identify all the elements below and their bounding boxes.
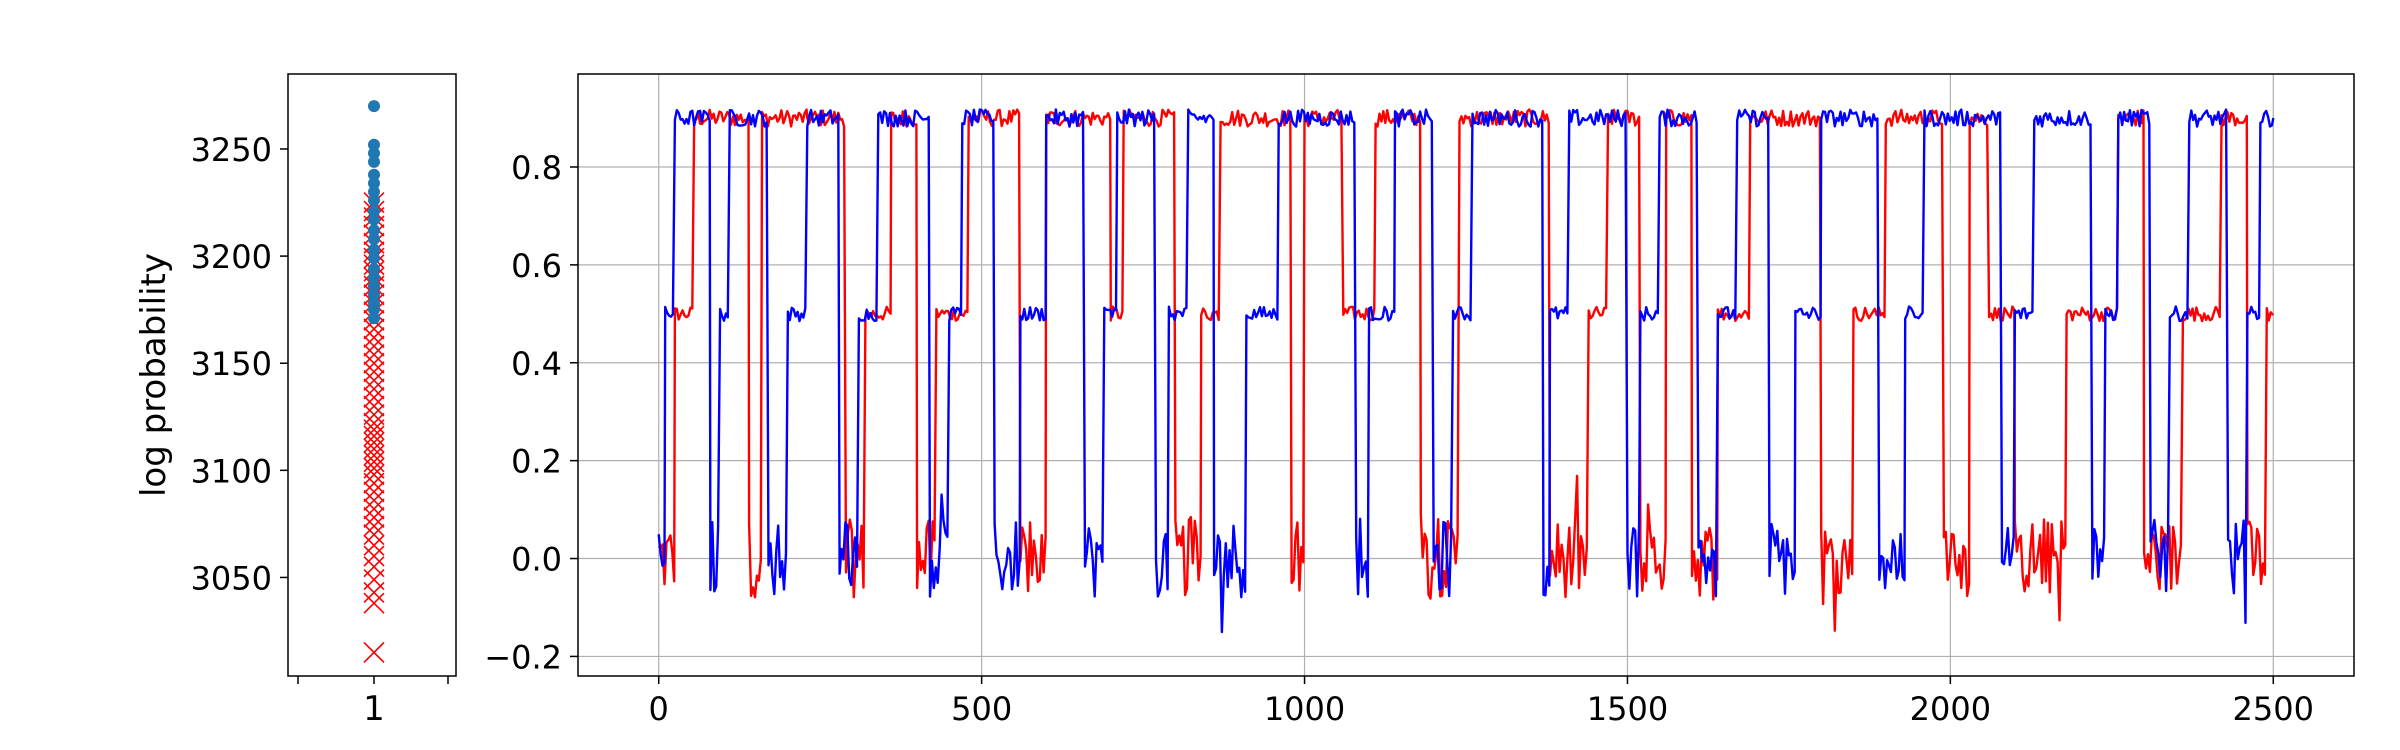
right-x-tick-label: 0: [649, 690, 669, 728]
scatter-point-dot: [368, 280, 380, 293]
scatter-point-x: [363, 515, 385, 537]
scatter-point-x: [363, 489, 385, 511]
right-x-tick-label: 1000: [1264, 690, 1345, 728]
scatter-point-dot: [368, 303, 380, 316]
right-x-tick-label: 1500: [1587, 690, 1668, 728]
right-y-tick-label: 0.2: [511, 443, 562, 481]
scatter-point-x: [363, 464, 385, 486]
scatter-point-x: [363, 498, 385, 520]
scatter-point-x: [363, 318, 385, 340]
left-y-tick-label: 3100: [191, 452, 272, 490]
scatter-point-dot: [368, 194, 380, 207]
scatter-point-x: [363, 524, 385, 546]
left-y-tick-label: 3150: [191, 345, 272, 383]
left-y-ticks: 3050 3100 3150 3200 3250: [191, 131, 288, 597]
right-x-tick-label: 500: [951, 690, 1012, 728]
right-y-tick-label: −0.2: [484, 638, 562, 676]
y-axis-label: log probability: [134, 253, 174, 497]
right-y-tick-label: 0.6: [511, 247, 562, 285]
scatter-point-x: [363, 395, 385, 417]
series-line-1: [657, 108, 2275, 634]
series-line-0: [657, 108, 2275, 632]
scatter-point-dot: [368, 252, 380, 265]
scatter-point-x: [363, 545, 385, 567]
scatter-point-x: [363, 641, 385, 663]
scatter-point-dot: [368, 100, 380, 113]
scatter-point-dot: [368, 224, 380, 237]
scatter-point-x: [363, 335, 385, 357]
scatter-point-dot: [368, 138, 380, 151]
right-y-ticks: −0.2 0.0 0.2 0.4 0.6 0.8: [484, 149, 578, 676]
left-y-tick-label: 3200: [191, 238, 272, 276]
left-x-ticks: 1: [297, 676, 449, 729]
scatter-point-dot: [368, 232, 380, 245]
scatter-point-x: [363, 481, 385, 503]
right-x-tick-label: 2500: [2233, 690, 2314, 728]
scatter-point-dot: [368, 213, 380, 226]
right-lines: [657, 108, 2275, 634]
scatter-point-dot: [368, 147, 380, 160]
scatter-point-dot: [368, 205, 380, 218]
scatter-point-x: [363, 534, 385, 556]
scatter-point-dot: [368, 243, 380, 256]
scatter-point-x: [363, 581, 385, 604]
log-probability-panel: 3050 3100 3150 3200 3250 1 log probability: [134, 73, 457, 729]
left-y-tick-label: 3050: [191, 559, 272, 597]
scatter-point-dot: [368, 262, 380, 275]
left-markers: [363, 100, 385, 663]
scatter-point-dot: [368, 288, 380, 301]
right-y-tick-label: 0.8: [511, 149, 562, 187]
scatter-point-x: [363, 369, 385, 391]
scatter-point-x: [363, 361, 385, 383]
scatter-point-x: [363, 378, 385, 400]
scatter-point-x: [363, 352, 385, 374]
right-plot-border: [577, 73, 2355, 677]
trace-panel: −0.2 0.0 0.2 0.4 0.6 0.8 0 500 1000 1500 2000 2500: [484, 73, 2355, 728]
scatter-point-dot: [368, 271, 380, 284]
scatter-point-x: [363, 404, 385, 426]
scatter-point-dot: [368, 155, 380, 168]
right-y-tick-label: 0.4: [511, 345, 562, 383]
left-x-tick-label: 1: [363, 689, 385, 729]
scatter-point-dot: [368, 168, 380, 181]
right-x-tick-label: 2000: [1910, 690, 1991, 728]
scatter-point-x: [363, 592, 385, 614]
scatter-point-x: [363, 506, 385, 529]
scatter-point-x: [363, 457, 385, 479]
scatter-point-x: [363, 386, 385, 409]
right-x-ticks: 0 500 1000 1500 2000 2500: [649, 676, 2314, 728]
scatter-point-x: [363, 326, 385, 349]
right-y-tick-label: 0.0: [511, 541, 562, 579]
scatter-point-x: [363, 344, 385, 366]
left-y-tick-label: 3250: [191, 131, 272, 169]
scatter-point-dot: [368, 185, 380, 198]
scatter-point-dot: [368, 177, 380, 190]
scatter-point-x: [363, 472, 385, 494]
scatter-point-dot: [368, 312, 380, 325]
